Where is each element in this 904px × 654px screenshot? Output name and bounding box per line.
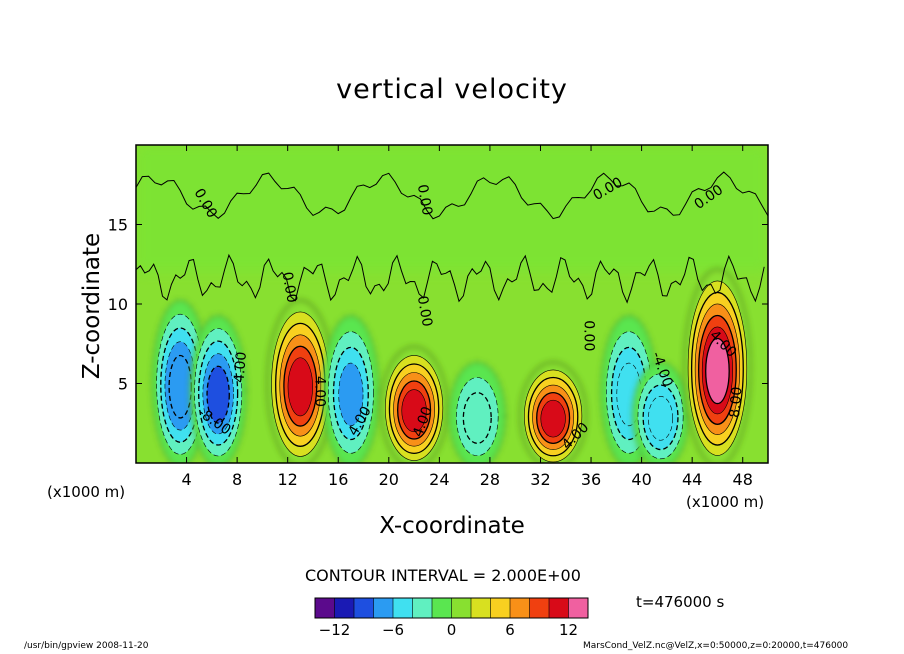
footer-left: /usr/bin/gpview 2008-11-20 bbox=[24, 641, 149, 651]
x-tick-label: 4 bbox=[181, 470, 191, 489]
contour-label: 4.00 bbox=[311, 376, 327, 407]
x-tick-label: 44 bbox=[682, 470, 702, 489]
contour-label: 0.00 bbox=[414, 183, 435, 216]
contour-label: 0.00 bbox=[279, 271, 300, 304]
contour-label: 8.00 bbox=[727, 386, 746, 418]
colorbar-swatch bbox=[334, 598, 355, 618]
x-tick-label: 48 bbox=[733, 470, 753, 489]
colorbar-swatch bbox=[373, 598, 394, 618]
y-tick-label: 15 bbox=[108, 216, 128, 235]
contour-level bbox=[648, 396, 674, 441]
x-tick-label: 36 bbox=[581, 470, 601, 489]
contour-level bbox=[705, 337, 730, 405]
contour-interval: CONTOUR INTERVAL = 2.000E+00 bbox=[305, 566, 581, 585]
colorbar-tick-label: −12 bbox=[319, 621, 351, 639]
contour-label: 0.00 bbox=[581, 320, 597, 351]
anomaly-downdraft bbox=[151, 299, 209, 463]
anomaly-downdraft bbox=[189, 315, 247, 463]
x-unit-right: (x1000 m) bbox=[686, 493, 765, 511]
colorbar-swatch bbox=[490, 598, 511, 618]
contour-level bbox=[540, 399, 566, 438]
anomaly-updraft bbox=[380, 346, 448, 463]
y-tick-label: 5 bbox=[118, 375, 128, 394]
anomaly-downdraft bbox=[632, 361, 690, 463]
colorbar-swatch bbox=[315, 598, 335, 618]
upper-contour bbox=[136, 171, 768, 220]
x-tick-label: 8 bbox=[232, 470, 242, 489]
colorbar-tick-label: −6 bbox=[382, 621, 404, 639]
colorbar-frame bbox=[314, 597, 589, 619]
colorbar-swatch bbox=[471, 598, 491, 618]
x-tick-label: 28 bbox=[480, 470, 500, 489]
x-tick-label: 32 bbox=[530, 470, 550, 489]
y-axis-label: Z-coordinate bbox=[79, 232, 105, 380]
contour-level bbox=[206, 365, 230, 424]
zero-contour bbox=[136, 253, 765, 304]
anomaly-downdraft bbox=[322, 315, 380, 463]
colorbar-swatch bbox=[568, 598, 589, 618]
contour-level bbox=[287, 357, 313, 417]
x-tick-label: 20 bbox=[379, 470, 399, 489]
x-axis-label: X-coordinate bbox=[379, 513, 525, 539]
contour-label: 0.00 bbox=[414, 295, 435, 328]
x-tick-label: 16 bbox=[328, 470, 348, 489]
anomaly-updraft bbox=[683, 268, 751, 463]
contour-level bbox=[168, 354, 193, 419]
contour-level bbox=[338, 362, 364, 427]
anomaly-updraft bbox=[266, 299, 334, 463]
x-tick-label: 12 bbox=[278, 470, 298, 489]
x-tick-label: 40 bbox=[631, 470, 651, 489]
time-label: t=476000 s bbox=[636, 593, 725, 611]
colorbar-tick-label: 0 bbox=[447, 621, 457, 639]
colorbar-swatch bbox=[549, 598, 569, 618]
colorbar-swatch bbox=[354, 598, 374, 618]
contour-level bbox=[462, 391, 492, 444]
colorbar: −12 −6 0 6 12 bbox=[314, 597, 589, 639]
colorbar-swatch bbox=[451, 598, 472, 618]
colorbar-swatch bbox=[529, 598, 550, 618]
plot-area: 0.00 0.00 0.00 0.000.000.000.004.004.004.00… bbox=[136, 145, 768, 463]
colorbar-tick-label: 6 bbox=[505, 621, 515, 639]
x-tick-label: 24 bbox=[429, 470, 449, 489]
colorbar-swatch bbox=[412, 598, 433, 618]
anomaly-updraft bbox=[519, 361, 587, 463]
colorbar-swatch bbox=[393, 598, 413, 618]
x-unit-left: (x1000 m) bbox=[47, 483, 126, 501]
anomaly-downdraft bbox=[448, 361, 506, 463]
upper-layer bbox=[136, 145, 768, 273]
colorbar-swatch bbox=[510, 598, 530, 618]
colorbar-swatch bbox=[432, 598, 452, 618]
footer-right: MarsCond_VelZ.nc@VelZ,x=0:50000,z=0:2000… bbox=[583, 641, 849, 651]
contour-level bbox=[401, 389, 427, 433]
colorbar-tick-label: 12 bbox=[559, 621, 578, 639]
contour-label: 4.00 bbox=[231, 351, 250, 383]
chart-title: vertical velocity bbox=[336, 74, 568, 105]
y-tick-label: 10 bbox=[108, 295, 128, 314]
